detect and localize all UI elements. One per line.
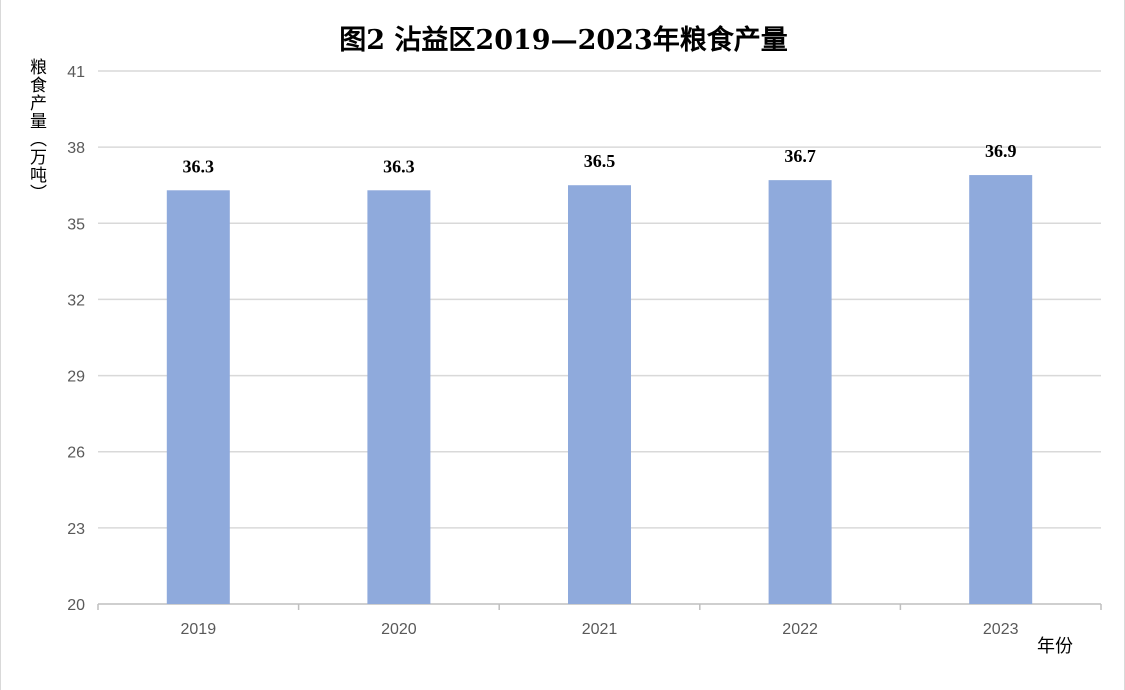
x-tick-label: 2021 [582, 621, 618, 638]
x-tick-label: 2023 [983, 621, 1019, 638]
bar [166, 190, 230, 605]
y-tick-label: 23 [67, 521, 85, 538]
y-tick-label: 41 [67, 64, 85, 81]
y-tick-label: 26 [67, 445, 85, 462]
x-tick-label: 2019 [181, 621, 217, 638]
data-label: 36.3 [383, 156, 415, 176]
x-tick-label: 2022 [782, 621, 818, 638]
x-tick-label: 2020 [381, 621, 417, 638]
bar [768, 180, 832, 604]
y-tick-label: 35 [67, 216, 85, 233]
data-label: 36.9 [985, 141, 1017, 161]
y-tick-label: 29 [67, 369, 85, 386]
chart-title: 图2 沾益区2019—2023年粮食产量 [339, 25, 788, 56]
y-tick-label: 38 [67, 140, 85, 157]
y-axis-title: 粮食产量（万吨） [26, 58, 46, 202]
data-label: 36.5 [584, 151, 616, 171]
data-label: 36.7 [784, 146, 816, 166]
x-axis-title: 年份 [1037, 636, 1073, 657]
y-tick-label: 20 [67, 597, 85, 614]
data-label: 36.3 [183, 156, 215, 176]
bar [367, 190, 431, 605]
bar [568, 185, 631, 604]
bar [969, 175, 1033, 605]
y-tick-label: 32 [67, 292, 85, 309]
